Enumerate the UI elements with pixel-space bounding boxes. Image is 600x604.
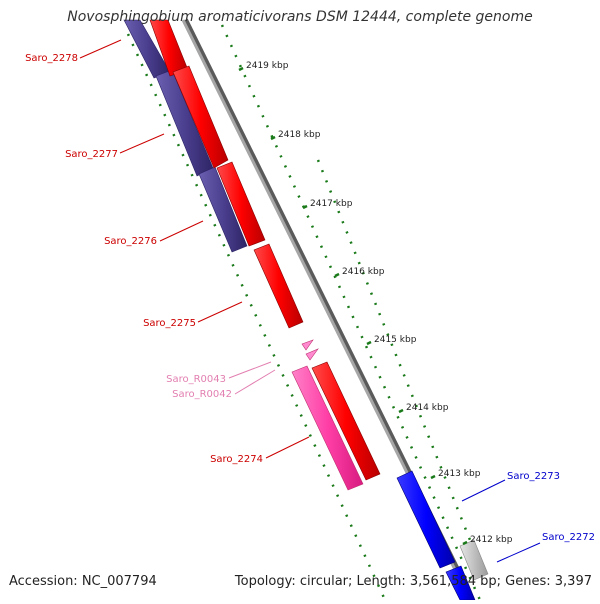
feature-lane-red	[149, 19, 381, 481]
gene-label-saro-2274: Saro_2274	[210, 454, 263, 465]
gene-label-saro-2272: Saro_2272	[542, 532, 595, 543]
feature-lane-rna	[291, 339, 364, 491]
gene-saro-2275-shape	[253, 243, 304, 329]
callout-saro-2273	[461, 479, 506, 502]
gene-label-saro-r0043: Saro_R0043	[166, 374, 226, 385]
accession-label: Accession: NC_007794	[9, 574, 157, 589]
guide-lines	[126, 24, 482, 601]
ruler-label: 2414 kbp	[406, 403, 449, 413]
ruler-tick	[334, 272, 340, 278]
ruler-tick	[270, 135, 276, 141]
guide-line-mid	[316, 159, 472, 541]
gene-saro-2277-shape	[172, 65, 229, 169]
gene-label-saro-2278: Saro_2278	[25, 53, 78, 64]
callout-saro-2277	[119, 133, 165, 154]
feature-lane-blue	[396, 470, 489, 601]
ruler-tick	[398, 408, 404, 414]
guide-line-right	[220, 24, 482, 601]
gene-label-saro-2273: Saro_2273	[507, 471, 560, 482]
ruler-label: 2412 kbp	[470, 535, 513, 545]
guide-line-left	[126, 33, 387, 601]
callout-saro-r0042	[234, 369, 276, 395]
ruler-label: 2418 kbp	[278, 130, 321, 140]
gene-saro-2273-shape	[396, 470, 456, 569]
callout-saro-2272	[496, 542, 541, 563]
rna-saro-r0042-shape	[305, 348, 319, 361]
feature-lane-purple	[123, 19, 248, 253]
ruler-label: 2416 kbp	[342, 267, 385, 277]
ruler-tick	[366, 340, 372, 346]
gene-labels: Saro_2278 Saro_2277 Saro_2276 Saro_2275 Saro…	[25, 53, 595, 543]
gene-label-saro-r0042: Saro_R0042	[172, 389, 232, 400]
gene-pink-shape	[291, 365, 364, 491]
ruler-label: 2419 kbp	[246, 61, 289, 71]
ruler-tick	[238, 66, 244, 72]
ruler-tick	[302, 204, 308, 210]
ruler-label: 2417 kbp	[310, 199, 353, 209]
topology-label: Topology: circular; Length: 3,561,584 bp…	[234, 574, 592, 589]
gene-saro-2274-shape	[311, 361, 381, 481]
ruler-tick	[430, 474, 436, 480]
ruler-label: 2415 kbp	[374, 335, 417, 345]
ruler-tick	[462, 540, 468, 546]
gene-saro-2276-shape	[216, 161, 266, 247]
ruler-label: 2413 kbp	[438, 469, 481, 479]
feature-purple-3	[198, 166, 248, 253]
callout-saro-2276	[159, 220, 204, 242]
ruler-ticks	[238, 66, 468, 546]
gene-grey-shape	[459, 539, 489, 581]
gene-label-saro-2275: Saro_2275	[143, 318, 196, 329]
callout-saro-2278	[79, 39, 122, 59]
callout-saro-2275	[197, 301, 243, 323]
rna-saro-r0043-shape	[301, 339, 314, 351]
gene-label-saro-2277: Saro_2277	[65, 149, 118, 160]
callout-saro-2274	[265, 436, 310, 459]
ruler-labels: 2419 kbp 2418 kbp 2417 kbp 2416 kbp 2415 kbp…	[246, 61, 513, 545]
callout-saro-r0043	[228, 361, 272, 379]
map-title: Novosphingobium aromaticivorans DSM 1244…	[67, 9, 533, 25]
label-callouts	[79, 39, 541, 563]
gene-label-saro-2276: Saro_2276	[104, 236, 157, 247]
